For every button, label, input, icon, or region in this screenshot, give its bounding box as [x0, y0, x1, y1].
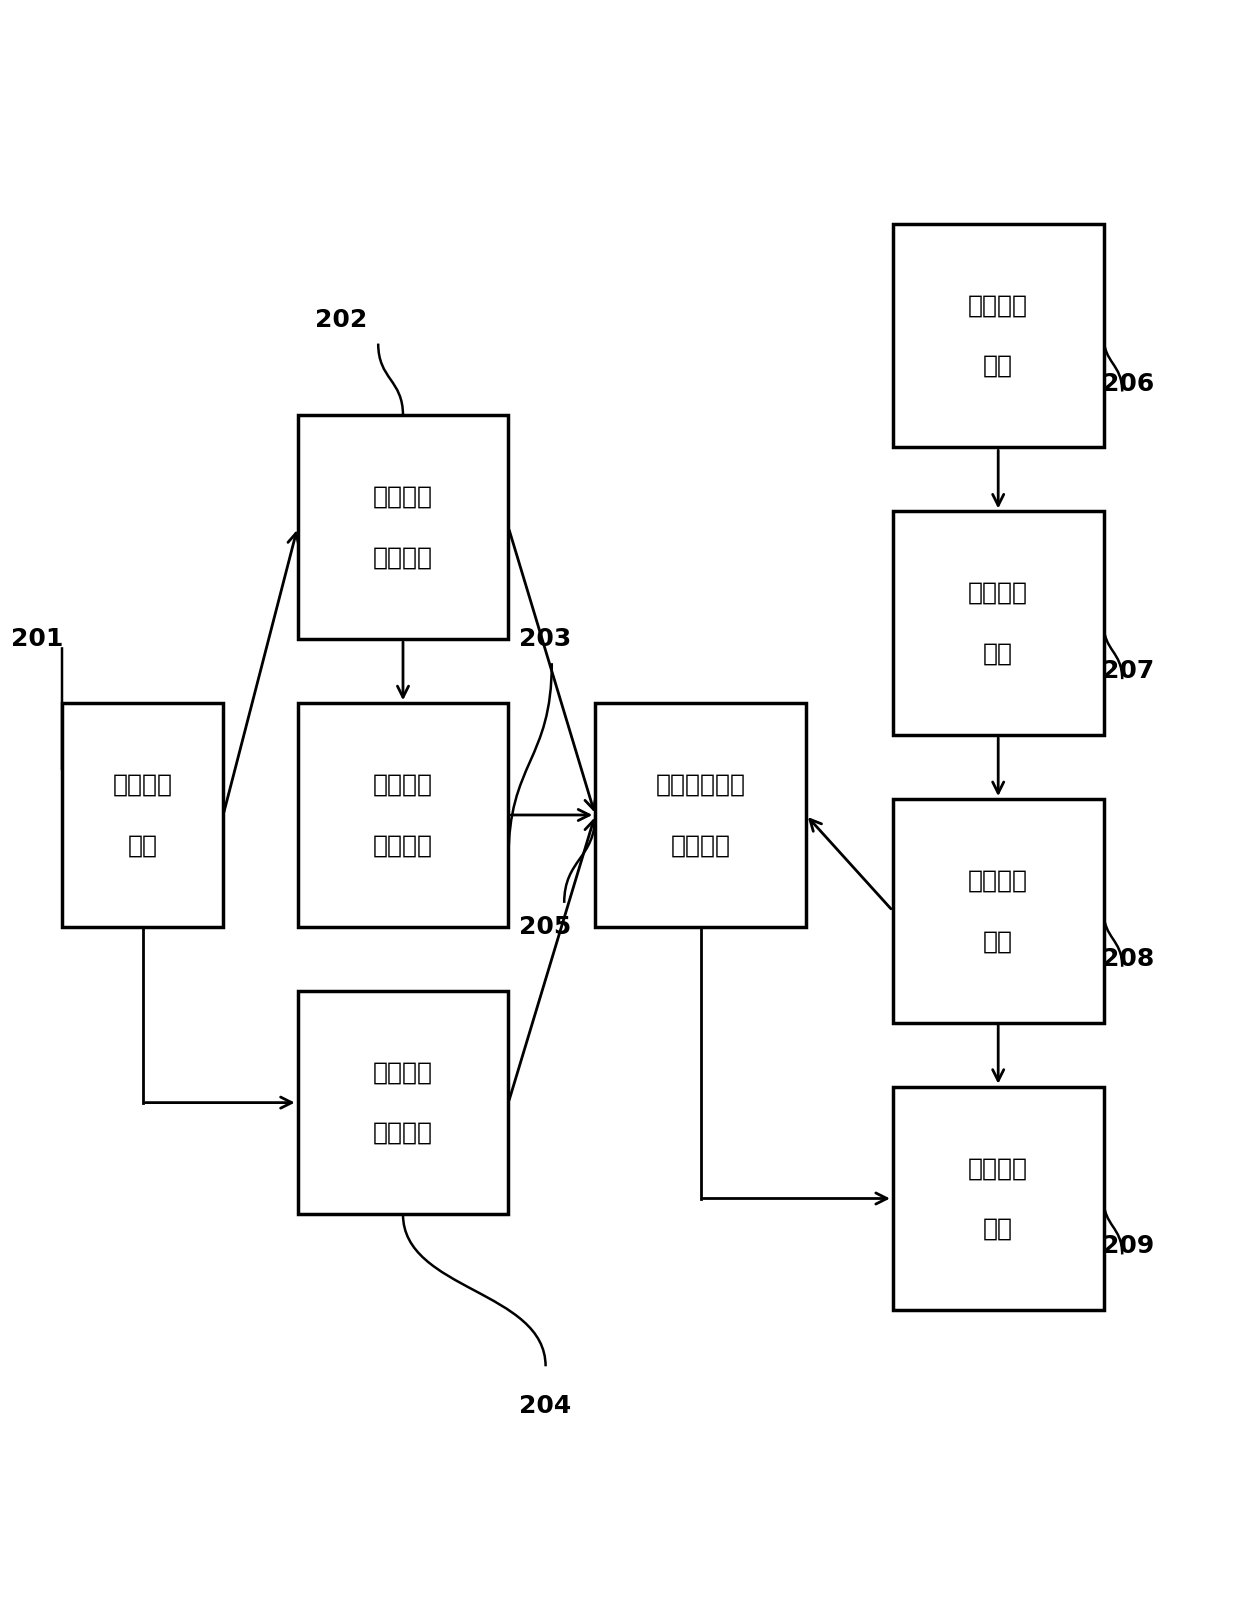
FancyBboxPatch shape — [595, 703, 806, 927]
Text: 特征参数: 特征参数 — [373, 833, 433, 858]
Text: 随机森林分类: 随机森林分类 — [656, 772, 745, 797]
Text: 数据: 数据 — [128, 833, 157, 858]
Text: 204: 204 — [520, 1393, 572, 1419]
Text: 组织部位: 组织部位 — [968, 1155, 1028, 1181]
Text: 203: 203 — [520, 626, 572, 652]
Text: 201: 201 — [11, 626, 63, 652]
Text: 训练位置: 训练位置 — [373, 772, 433, 797]
Text: 训练原始: 训练原始 — [373, 484, 433, 510]
Text: 参数: 参数 — [983, 928, 1013, 954]
Text: 206: 206 — [1102, 371, 1154, 396]
FancyBboxPatch shape — [893, 511, 1104, 735]
Text: 位置特征: 位置特征 — [968, 868, 1028, 893]
FancyBboxPatch shape — [298, 703, 508, 927]
FancyBboxPatch shape — [893, 799, 1104, 1023]
Text: 数据: 数据 — [983, 641, 1013, 666]
Text: 待测组织: 待测组织 — [968, 292, 1028, 318]
Text: 209: 209 — [1102, 1234, 1154, 1259]
Text: 采集原始: 采集原始 — [968, 580, 1028, 606]
Text: 202: 202 — [315, 307, 367, 332]
FancyBboxPatch shape — [893, 224, 1104, 447]
Text: 部位: 部位 — [983, 353, 1013, 379]
Text: 208: 208 — [1102, 946, 1154, 972]
Text: 207: 207 — [1102, 658, 1154, 684]
Text: 205: 205 — [520, 914, 572, 940]
FancyBboxPatch shape — [298, 415, 508, 639]
FancyBboxPatch shape — [298, 991, 508, 1214]
Text: 模型训练: 模型训练 — [671, 833, 730, 858]
Text: 采集训练: 采集训练 — [113, 772, 172, 797]
Text: 训练部位: 训练部位 — [373, 1059, 433, 1085]
FancyBboxPatch shape — [893, 1087, 1104, 1310]
Text: 评估: 评估 — [983, 1216, 1013, 1242]
FancyBboxPatch shape — [62, 703, 223, 927]
Text: 标记数据: 标记数据 — [373, 1120, 433, 1146]
Text: 光强数据: 光强数据 — [373, 545, 433, 570]
